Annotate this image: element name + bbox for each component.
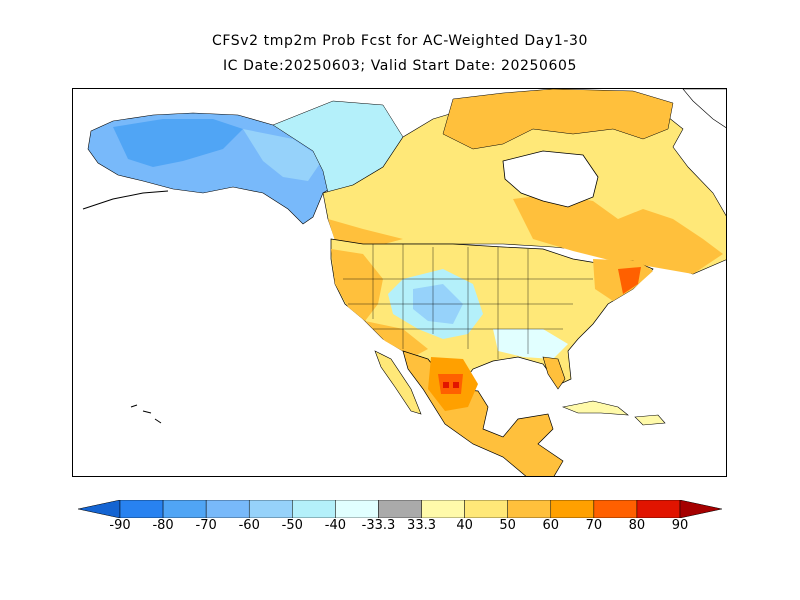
- state-borders: [343, 244, 593, 359]
- colorbar-bin-14: [679, 500, 722, 518]
- colorbar-tick-label: 50: [499, 518, 516, 533]
- western-canada-orange: [328, 219, 403, 247]
- hudson-bay: [502, 150, 599, 208]
- colorbar-bin-10: [507, 500, 552, 518]
- colorbar-tick-label: 80: [628, 518, 646, 533]
- colorbar-tick-label: 60: [542, 518, 560, 533]
- colorbar-tick-label: 70: [585, 518, 603, 533]
- hawaii-islands: [130, 404, 162, 424]
- colorbar-tick-label: -80: [152, 518, 174, 533]
- florida: [542, 356, 566, 390]
- colorbar-labels: -90 -80 -70 -60 -50 -40 -33.3 33.3 40 50 60 70 80 90: [0, 518, 800, 536]
- hispaniola: [634, 414, 666, 426]
- chart-title: CFSv2 tmp2m Prob Fcst for AC-Weighted Da…: [211, 33, 589, 49]
- cuba: [561, 400, 629, 416]
- colorbar-tick-label: -70: [195, 518, 217, 533]
- colorbar: [78, 500, 722, 518]
- mexico-extreme-2: [453, 382, 459, 388]
- us-northeast-core: [618, 267, 641, 294]
- colorbar-bin-6: [335, 500, 379, 518]
- chart-subtitle: IC Date:20250603; Valid Start Date: 2025…: [222, 58, 578, 74]
- colorbar-tick-label: -33.3: [361, 518, 396, 533]
- probability-map: [72, 88, 727, 477]
- colorbar-tick-label: -60: [238, 518, 260, 533]
- alaska-core: [113, 119, 243, 167]
- us-west-orange: [331, 249, 383, 321]
- colorbar-bin-9: [464, 500, 508, 518]
- colorbar-tick-label: 33.3: [407, 518, 437, 533]
- yukon-cold: [243, 129, 323, 181]
- colorbar-bin-12: [593, 500, 638, 518]
- colorbar-bin-11: [550, 500, 595, 518]
- baja-california: [374, 350, 422, 415]
- colorbar-tick-label: -50: [281, 518, 303, 533]
- east-canada-orange: [513, 194, 723, 274]
- colorbar-bin-5: [292, 500, 336, 518]
- colorbar-bin-7: [378, 500, 422, 518]
- colorbar-tick-label: -90: [109, 518, 131, 533]
- mexico-hottest: [438, 374, 463, 394]
- us-southeast-cool: [493, 329, 568, 359]
- greenland: [682, 89, 726, 129]
- colorbar-tick-label: 40: [456, 518, 473, 533]
- colorbar-bin-3: [205, 500, 250, 518]
- colorbar-tick-label: 90: [671, 518, 689, 533]
- colorbar-bin-13: [636, 500, 681, 518]
- colorbar-bin-1: [119, 500, 164, 518]
- colorbar-tick-label: -40: [324, 518, 346, 533]
- colorbar-bin-4: [248, 500, 293, 518]
- colorbar-bin-0: [78, 500, 121, 518]
- arctic-islands-orange: [442, 89, 674, 150]
- colorbar-bin-8: [421, 500, 465, 518]
- us-southwest-orange: [365, 321, 428, 357]
- mexico-extreme-1: [443, 382, 449, 388]
- colorbar-bin-2: [162, 500, 207, 518]
- aleutian-islands: [82, 190, 169, 210]
